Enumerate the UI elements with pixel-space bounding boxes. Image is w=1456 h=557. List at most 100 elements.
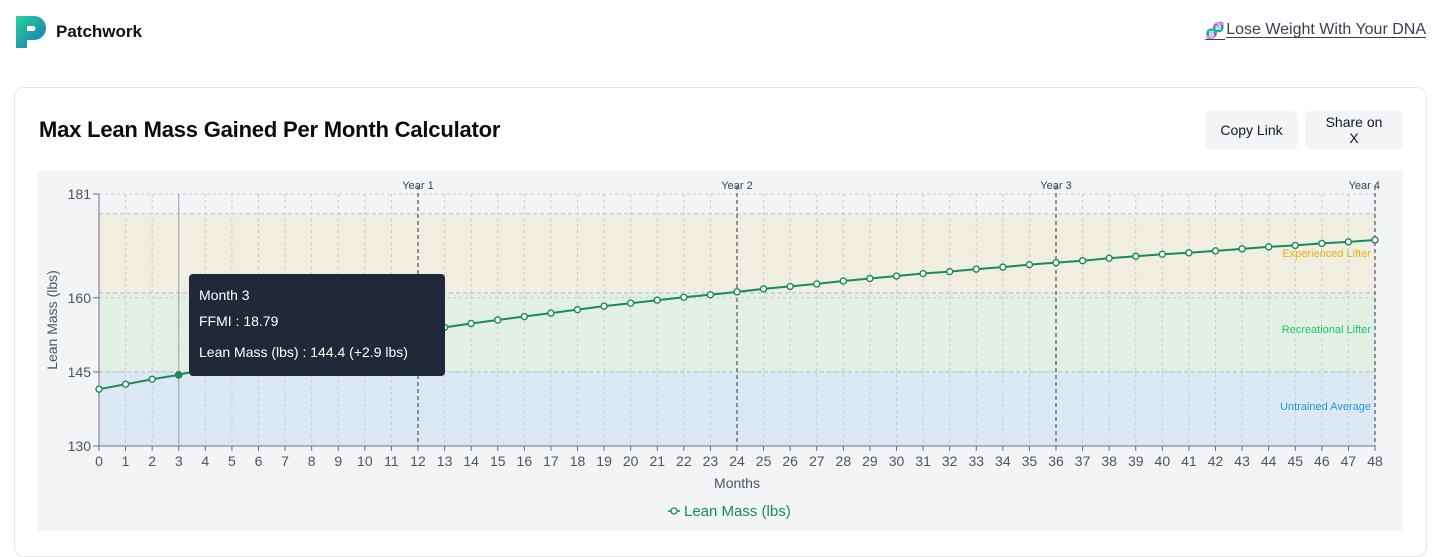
brand[interactable]: Patchwork <box>14 14 142 50</box>
x-tick-label: 27 <box>809 453 825 469</box>
x-tick-label: 4 <box>201 453 209 469</box>
data-point <box>706 291 715 299</box>
x-tick-label: 21 <box>649 453 665 469</box>
tooltip-lean-mass: Lean Mass (lbs) : 144.4 (+2.9 lbs) <box>199 344 408 360</box>
x-tick-label: 14 <box>463 453 479 469</box>
x-tick-label: 32 <box>942 453 958 469</box>
data-point <box>1132 252 1140 260</box>
tooltip: Month 3 FFMI : 18.79 Lean Mass (lbs) : 144… <box>189 274 445 376</box>
year-marker-label: Year 2 <box>721 180 752 192</box>
data-point <box>547 309 555 317</box>
data-point <box>95 385 103 393</box>
data-point <box>1158 250 1167 258</box>
data-point <box>1211 247 1220 255</box>
x-tick-label: 17 <box>543 453 559 469</box>
x-tick-label: 18 <box>570 453 586 469</box>
data-point <box>1291 241 1299 250</box>
y-tick-label: 130 <box>68 438 92 454</box>
band-label: Experienced Lifter <box>1282 248 1371 260</box>
dna-icon: 🧬 <box>1205 23 1226 40</box>
data-point <box>1238 245 1246 253</box>
data-point <box>520 312 529 321</box>
data-point <box>600 302 608 310</box>
data-point <box>1371 236 1379 244</box>
data-point <box>839 277 848 285</box>
x-tick-label: 20 <box>623 453 639 469</box>
legend-label: Lean Mass (lbs) <box>684 503 791 520</box>
x-tick-label: 36 <box>1048 453 1064 469</box>
band-label: Recreational Lifter <box>1282 324 1372 336</box>
data-point <box>573 305 582 314</box>
x-tick-label: 11 <box>384 453 399 469</box>
x-tick-label: 43 <box>1234 453 1250 469</box>
x-tick-label: 38 <box>1101 453 1117 469</box>
data-point <box>148 375 156 383</box>
data-point <box>626 299 635 307</box>
x-tick-label: 30 <box>889 453 905 469</box>
x-tick-label: 24 <box>729 453 745 469</box>
x-tick-label: 23 <box>703 453 719 469</box>
x-tick-label: 39 <box>1128 453 1144 469</box>
x-tick-label: 29 <box>862 453 878 469</box>
tooltip-box <box>189 274 445 376</box>
x-tick-label: 41 <box>1181 453 1197 469</box>
x-tick-label: 16 <box>517 453 533 469</box>
x-tick-label: 40 <box>1155 453 1171 469</box>
x-tick-label: 44 <box>1261 453 1277 469</box>
data-point <box>733 288 741 296</box>
x-tick-label: 9 <box>334 453 342 469</box>
x-tick-label: 10 <box>357 453 373 469</box>
lose-weight-dna-link[interactable]: 🧬 Lose Weight With Your DNA <box>1205 21 1426 40</box>
x-tick-label: 3 <box>175 453 183 469</box>
data-point <box>1185 249 1193 257</box>
x-tick-label: 0 <box>95 453 103 469</box>
x-tick-label: 13 <box>437 453 453 469</box>
data-point <box>972 265 980 273</box>
year-marker-label: Year 4 <box>1349 180 1380 192</box>
x-tick-label: 5 <box>228 453 236 469</box>
x-tick-label: 19 <box>596 453 612 469</box>
y-tick-label: 181 <box>68 186 92 202</box>
y-axis-title: Lean Mass (lbs) <box>44 270 60 370</box>
lean-mass-chart-svg: Year 1 Year 2 Year 3 Year 4 Untrained Averag… <box>38 171 1403 531</box>
legend-point-swatch <box>670 507 678 515</box>
x-tick-label: 22 <box>676 453 692 469</box>
copy-link-button[interactable]: Copy Link <box>1205 111 1298 149</box>
data-point <box>653 296 661 304</box>
data-point <box>1318 239 1326 248</box>
data-point <box>1344 238 1353 246</box>
x-axis-title: Months <box>714 475 760 491</box>
x-tick-label: 47 <box>1341 453 1357 469</box>
data-point <box>1264 243 1273 251</box>
x-tick-label: 25 <box>756 453 772 469</box>
x-tick-label: 12 <box>410 453 426 469</box>
data-point <box>999 263 1007 271</box>
x-tick-label: 37 <box>1075 453 1091 469</box>
x-tick-label: 45 <box>1287 453 1303 469</box>
data-point <box>467 319 475 328</box>
data-point <box>1025 260 1034 269</box>
data-point <box>919 269 927 278</box>
x-tick-label: 42 <box>1208 453 1224 469</box>
data-point <box>945 267 954 276</box>
x-tick-label: 34 <box>995 453 1011 469</box>
x-tick-label: 15 <box>490 453 506 469</box>
y-tick-label: 160 <box>68 290 92 306</box>
y-tick-label: 145 <box>68 364 92 380</box>
year-marker-label: Year 1 <box>402 180 433 192</box>
page-title: Max Lean Mass Gained Per Month Calculato… <box>39 117 501 142</box>
x-tick-label: 8 <box>308 453 316 469</box>
band-label: Untrained Average <box>1280 401 1371 413</box>
data-point <box>1105 254 1113 262</box>
tooltip-title: Month 3 <box>199 287 250 303</box>
data-point <box>1052 258 1060 267</box>
x-tick-label: 46 <box>1314 453 1330 469</box>
x-tick-label: 35 <box>1022 453 1038 469</box>
x-tick-label: 33 <box>968 453 984 469</box>
data-point <box>813 280 821 288</box>
share-on-x-button[interactable]: Share on X <box>1305 111 1403 149</box>
top-bar: Patchwork 🧬 Lose Weight With Your DNA <box>0 0 1456 64</box>
x-tick-label: 31 <box>915 453 931 469</box>
x-tick-label: 2 <box>148 453 156 469</box>
x-tick-label: 1 <box>122 453 130 469</box>
